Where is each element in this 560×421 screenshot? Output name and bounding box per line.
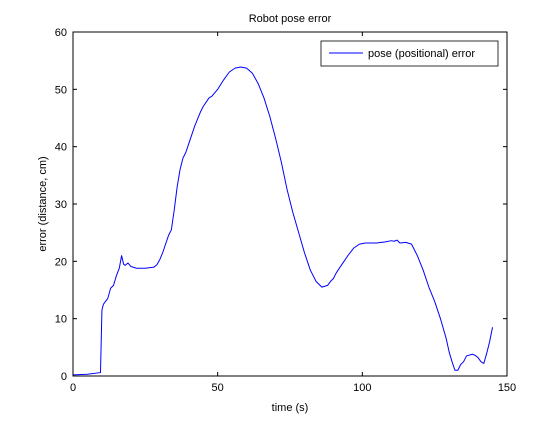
plot-area — [73, 32, 507, 376]
series-layer — [72, 66, 494, 376]
x-axis-label: time (s) — [272, 402, 309, 414]
y-tick-label: 30 — [55, 199, 67, 211]
y-tick-label: 20 — [55, 256, 67, 268]
y-tick-label: 50 — [55, 84, 67, 96]
y-tick-label: 0 — [61, 371, 67, 383]
y-tick-label: 40 — [55, 142, 67, 154]
series-line-0 — [72, 66, 494, 376]
x-tick-label: 50 — [212, 382, 224, 394]
y-axis-label: error (distance, cm) — [37, 156, 49, 251]
x-tick-label: 100 — [353, 382, 371, 394]
x-tick-label: 0 — [70, 382, 76, 394]
y-tick-label: 60 — [55, 27, 67, 39]
ticks-layer: 0 50 100 150 0 10 20 30 40 50 60 — [55, 27, 516, 394]
legend-label: pose (positional) error — [368, 48, 475, 60]
legend: pose (positional) error — [320, 40, 499, 67]
x-tick-label: 150 — [498, 382, 516, 394]
y-tick-label: 10 — [55, 314, 67, 326]
chart-title: Robot pose error — [249, 13, 332, 25]
